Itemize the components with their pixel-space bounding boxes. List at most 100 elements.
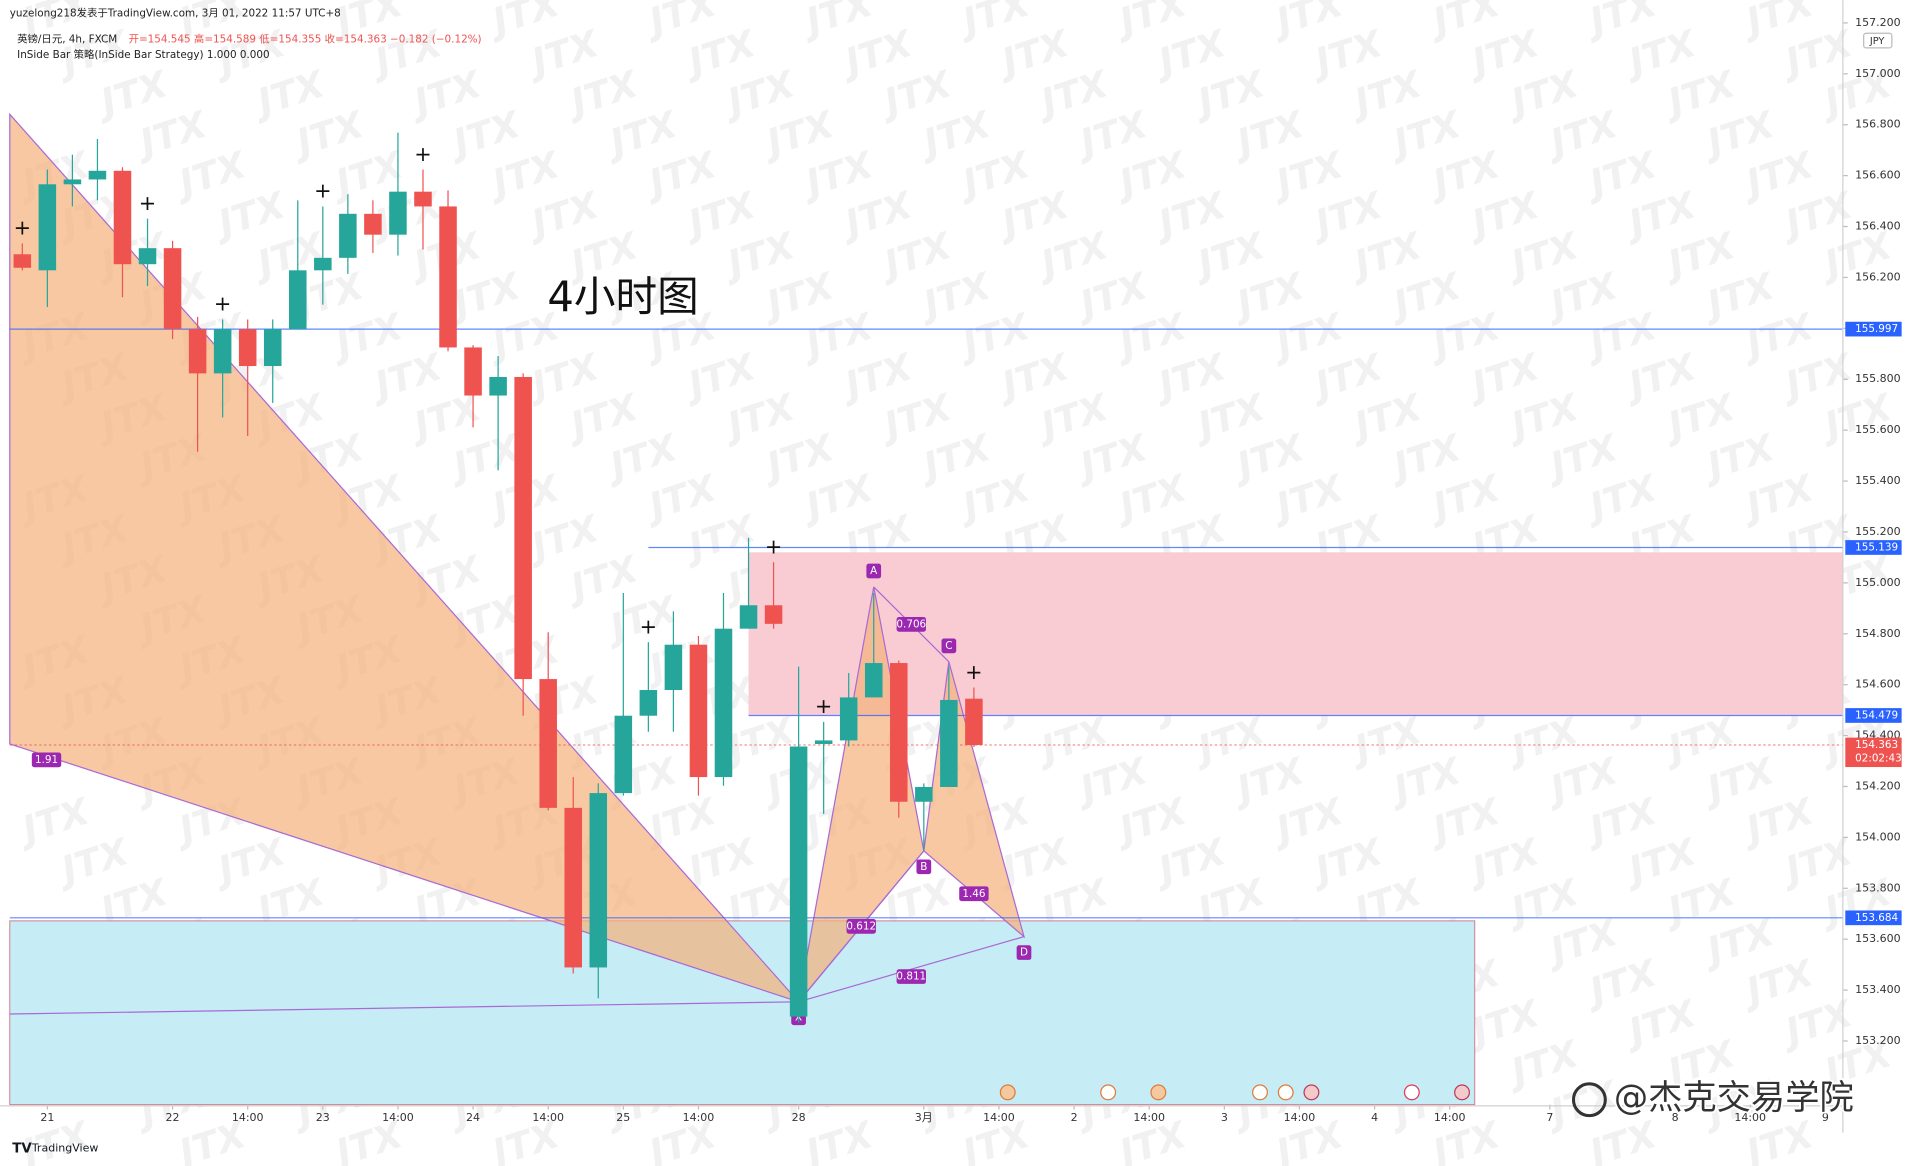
body [163,248,182,330]
body [364,213,382,235]
ratio-label: 1.46 [962,888,985,900]
point-label: D [1020,947,1028,959]
credit-icon [1571,1082,1607,1118]
body [38,184,57,271]
body [113,170,132,265]
event-icon [1303,1084,1320,1101]
event-icon [1100,1084,1117,1101]
price-badge [1845,708,1902,723]
y-tick-label: 155.800 [1855,372,1901,385]
x-tick-label: 14:00 [232,1111,264,1124]
y-tick-label: 156.400 [1855,220,1901,233]
y-tick-label: 155.000 [1855,576,1901,589]
zones [9,552,1843,1106]
chart-title: 4小时图 [547,272,698,321]
body [864,663,883,698]
body [739,605,758,629]
price-badge-label: 154.479 [1855,709,1898,721]
y-tick-label: 156.600 [1855,169,1901,182]
currency-box [1863,32,1893,49]
x-tick-label: 3 [1221,1111,1228,1124]
body [263,329,282,367]
signal: + [640,614,657,638]
body [564,807,583,968]
point-box [1016,945,1032,960]
y-tick-label: 157.200 [1855,16,1901,29]
ratio-label: 0.706 [896,618,926,630]
price-badge-label: 153.684 [1855,912,1898,924]
point-label: A [870,565,878,577]
ratio-label: 1.91 [35,754,58,766]
y-tick-label: 154.200 [1855,779,1901,792]
body [965,698,983,745]
x-tick-label: 14:00 [532,1111,564,1124]
price-badge-label: 155.997 [1855,323,1898,335]
labels: 157.200 157.000 156.800 156.600 156.400 156.2… [14,16,1902,1124]
y-tick-label: 155.200 [1855,525,1901,538]
signal: + [815,694,832,718]
y-tick-label: 153.800 [1855,881,1901,894]
x-tick-label: 23 [316,1111,330,1124]
point-label: C [945,640,952,652]
body [138,248,157,265]
body [414,191,432,207]
price-badge [1845,540,1902,555]
body [238,329,257,367]
event-icon [1403,1084,1420,1101]
body [314,257,332,271]
body [890,663,908,802]
ratio-box [31,752,62,768]
pattern-line [9,1001,799,1015]
y-tick-label: 154.600 [1855,678,1901,691]
body [839,697,858,741]
x-tick-label: 4 [1371,1111,1378,1124]
body [915,786,933,802]
y-tick-label: 157.000 [1855,67,1901,80]
x-tick-label: 24 [466,1111,480,1124]
body [439,206,457,348]
body [289,270,307,330]
price-badge [1845,737,1902,768]
y-tick-label: 156.800 [1855,118,1901,131]
y-tick-label: 155.400 [1855,474,1901,487]
ratio-box [846,918,876,934]
body [88,170,107,180]
body [639,690,658,716]
y-tick-label: 153.600 [1855,932,1901,945]
point-label: B [920,861,927,873]
x-tick-label: 22 [166,1111,180,1124]
price-badge [1845,321,1902,337]
signal: + [414,142,431,166]
brand-logo: TV [12,1142,32,1157]
pattern-line [798,936,1025,1003]
author-line: yuzelong218发表于TradingView.com, 3月 01, 20… [10,7,341,20]
ratio-label: 0.811 [896,971,926,983]
brand: TradingView [31,1142,99,1155]
currency: JPY [1869,36,1885,47]
price-badge-label: 154.363 [1855,739,1898,751]
event-icon [999,1084,1016,1101]
x-tick-label: 14:00 [983,1111,1015,1124]
body [764,605,783,624]
body [814,740,833,744]
point-box [941,638,957,654]
signal: + [965,660,982,684]
x-tick-label: 2 [1071,1111,1078,1124]
ratio-box [896,969,926,984]
event-icon [1150,1084,1167,1101]
body [789,746,808,1017]
ratio-box [959,886,989,902]
x-tick-label: 21 [40,1111,54,1124]
signal: + [765,535,782,559]
y-tick-label: 154.800 [1855,627,1901,640]
indicator: InSide Bar 策略(InSide Bar Strategy) 1.000… [17,48,270,61]
y-tick-label: 156.200 [1855,270,1901,283]
signal: + [214,292,231,316]
x-tick-label: 7 [1546,1111,1553,1124]
price-badge-label: 155.139 [1855,541,1898,553]
body [940,699,958,787]
y-tick-label: 154.000 [1855,830,1901,843]
zone [748,552,1843,716]
